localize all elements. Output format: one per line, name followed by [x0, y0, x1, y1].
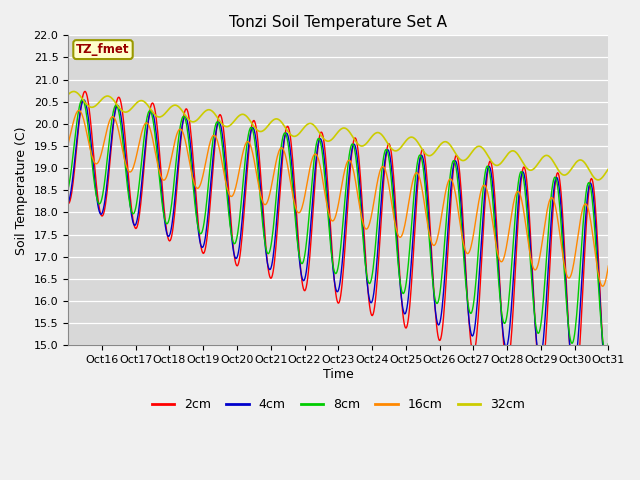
8cm — [395, 265, 403, 271]
2cm — [275, 206, 283, 212]
Line: 16cm: 16cm — [68, 110, 609, 286]
32cm — [425, 153, 433, 158]
2cm — [228, 227, 236, 232]
4cm — [425, 217, 433, 223]
8cm — [129, 210, 136, 216]
Line: 32cm: 32cm — [68, 92, 609, 180]
2cm — [81, 88, 89, 94]
16cm — [255, 181, 262, 187]
32cm — [255, 128, 262, 134]
Line: 4cm: 4cm — [68, 100, 609, 380]
4cm — [604, 377, 611, 383]
32cm — [129, 105, 136, 110]
16cm — [64, 141, 72, 147]
Line: 8cm: 8cm — [68, 100, 609, 353]
16cm — [605, 263, 612, 269]
Text: TZ_fmet: TZ_fmet — [76, 43, 130, 56]
Legend: 2cm, 4cm, 8cm, 16cm, 32cm: 2cm, 4cm, 8cm, 16cm, 32cm — [147, 394, 530, 417]
8cm — [605, 341, 612, 347]
16cm — [275, 149, 283, 155]
4cm — [80, 97, 88, 103]
2cm — [64, 201, 72, 206]
16cm — [395, 233, 403, 239]
4cm — [228, 234, 236, 240]
32cm — [228, 121, 236, 127]
2cm — [129, 212, 136, 217]
32cm — [275, 117, 283, 122]
16cm — [228, 193, 236, 199]
2cm — [395, 252, 403, 257]
8cm — [255, 172, 262, 178]
16cm — [425, 228, 433, 234]
2cm — [605, 400, 612, 406]
4cm — [605, 376, 612, 382]
4cm — [129, 216, 136, 222]
8cm — [228, 232, 236, 238]
16cm — [75, 108, 83, 113]
4cm — [395, 261, 403, 266]
8cm — [64, 186, 72, 192]
4cm — [64, 200, 72, 205]
8cm — [78, 97, 86, 103]
2cm — [255, 143, 262, 149]
2cm — [425, 202, 433, 207]
16cm — [599, 283, 607, 289]
Title: Tonzi Soil Temperature Set A: Tonzi Soil Temperature Set A — [229, 15, 447, 30]
16cm — [129, 167, 136, 173]
32cm — [64, 92, 72, 97]
4cm — [255, 159, 262, 165]
8cm — [602, 350, 609, 356]
32cm — [70, 89, 77, 95]
X-axis label: Time: Time — [323, 368, 354, 381]
32cm — [395, 147, 403, 153]
4cm — [275, 191, 283, 197]
Y-axis label: Soil Temperature (C): Soil Temperature (C) — [15, 126, 28, 254]
32cm — [605, 166, 612, 172]
8cm — [425, 230, 433, 236]
Line: 2cm: 2cm — [68, 91, 609, 403]
8cm — [275, 166, 283, 172]
32cm — [594, 177, 602, 183]
